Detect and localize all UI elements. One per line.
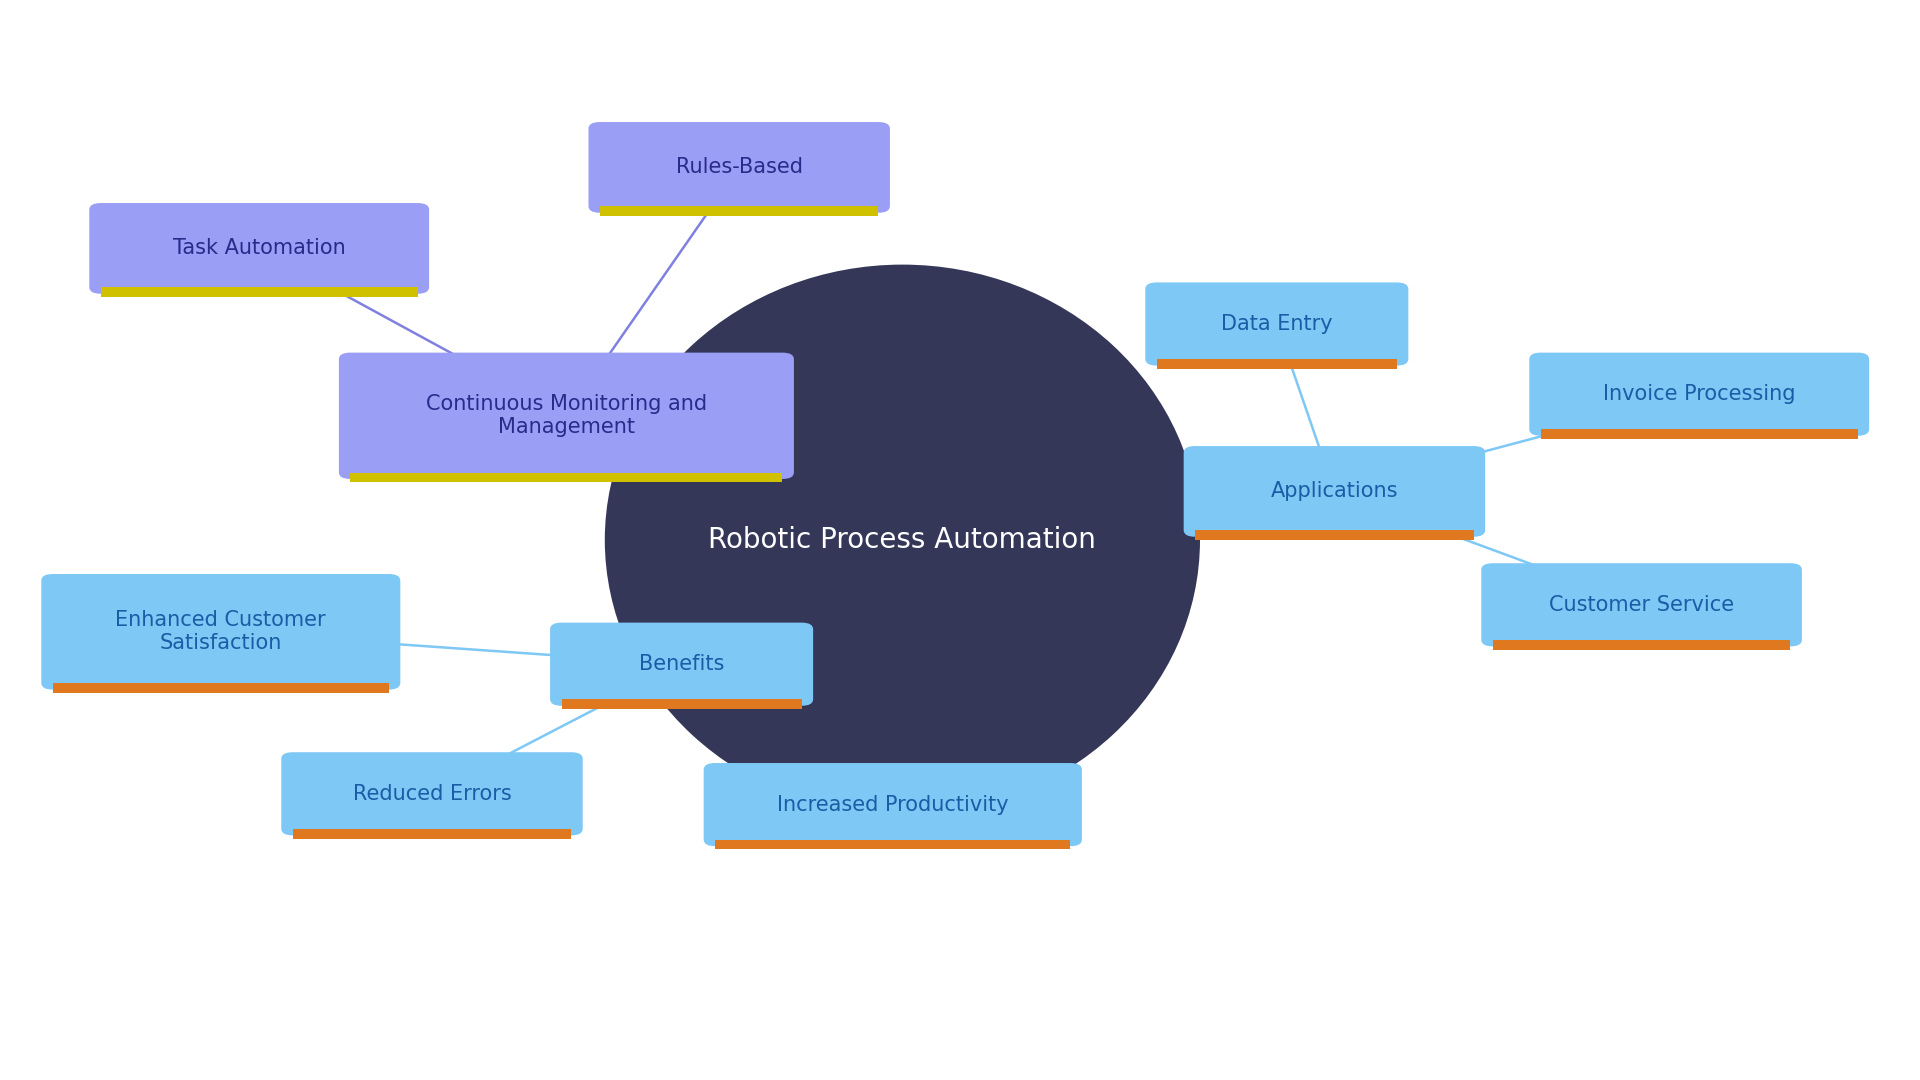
Text: Continuous Monitoring and
Management: Continuous Monitoring and Management — [426, 394, 707, 437]
Text: Reduced Errors: Reduced Errors — [353, 784, 511, 804]
Text: Increased Productivity: Increased Productivity — [778, 795, 1008, 814]
Bar — [1494, 639, 1789, 650]
Text: Benefits: Benefits — [639, 654, 724, 674]
FancyBboxPatch shape — [1528, 352, 1870, 435]
Text: Robotic Process Automation: Robotic Process Automation — [708, 526, 1096, 554]
FancyBboxPatch shape — [1183, 446, 1486, 537]
Bar — [349, 473, 781, 482]
FancyBboxPatch shape — [338, 352, 795, 480]
FancyBboxPatch shape — [705, 762, 1083, 847]
Bar — [1194, 530, 1475, 540]
FancyBboxPatch shape — [549, 622, 814, 706]
Text: Enhanced Customer
Satisfaction: Enhanced Customer Satisfaction — [115, 610, 326, 653]
Ellipse shape — [605, 265, 1200, 815]
Text: Task Automation: Task Automation — [173, 239, 346, 258]
Text: Invoice Processing: Invoice Processing — [1603, 384, 1795, 404]
Text: Applications: Applications — [1271, 482, 1398, 501]
Bar — [294, 829, 572, 838]
Bar — [1540, 429, 1857, 438]
Bar — [54, 683, 388, 693]
FancyBboxPatch shape — [42, 575, 401, 690]
Bar — [599, 206, 879, 216]
Bar — [102, 287, 419, 297]
FancyBboxPatch shape — [1144, 283, 1409, 365]
FancyBboxPatch shape — [1482, 564, 1801, 646]
Text: Customer Service: Customer Service — [1549, 595, 1734, 615]
Bar — [561, 700, 801, 708]
FancyBboxPatch shape — [90, 203, 430, 294]
Text: Data Entry: Data Entry — [1221, 314, 1332, 334]
FancyBboxPatch shape — [282, 752, 584, 836]
Bar — [1156, 359, 1398, 369]
Text: Rules-Based: Rules-Based — [676, 158, 803, 177]
Bar — [714, 840, 1071, 849]
FancyBboxPatch shape — [588, 122, 891, 213]
